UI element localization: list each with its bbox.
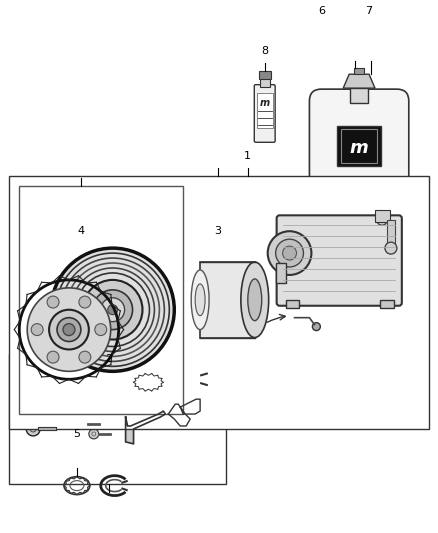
Circle shape [63,324,75,336]
Polygon shape [168,404,190,426]
Text: m: m [350,139,368,157]
Circle shape [89,429,99,439]
Polygon shape [180,399,200,414]
Circle shape [47,351,59,363]
Text: 8: 8 [261,46,268,56]
Circle shape [26,422,40,436]
Text: 3: 3 [215,226,222,236]
Text: 2: 2 [105,354,112,365]
Bar [260,78,270,87]
Bar [259,71,271,79]
Circle shape [312,322,320,330]
Ellipse shape [248,279,262,321]
Circle shape [276,239,304,267]
Bar [380,300,394,308]
Bar [337,126,381,166]
Bar [350,88,368,103]
Bar [257,93,273,128]
Bar [375,211,390,222]
Circle shape [79,351,91,363]
Bar [354,68,364,74]
Circle shape [93,290,133,329]
Polygon shape [126,411,165,444]
Polygon shape [343,74,375,88]
Text: 1: 1 [244,151,251,160]
Circle shape [47,296,59,308]
Ellipse shape [191,270,209,329]
Circle shape [49,310,89,350]
Text: m: m [260,98,270,108]
Circle shape [83,280,142,340]
Circle shape [385,242,397,254]
Circle shape [31,324,43,336]
Text: 5: 5 [74,429,81,439]
Text: 6: 6 [318,6,325,15]
Circle shape [79,296,91,308]
Circle shape [101,298,124,321]
Circle shape [95,324,107,336]
Ellipse shape [195,284,205,316]
Circle shape [283,246,297,260]
Bar [329,185,389,196]
Text: 4: 4 [78,226,85,236]
Bar [387,220,395,245]
Bar [276,263,286,283]
Circle shape [27,288,111,372]
Bar [9,175,429,429]
Circle shape [268,231,311,275]
Circle shape [51,248,174,372]
FancyBboxPatch shape [254,85,275,142]
Ellipse shape [241,262,268,337]
FancyBboxPatch shape [309,89,409,207]
Bar [9,354,226,483]
Text: 7: 7 [365,6,373,15]
Bar [341,129,377,163]
Bar [200,262,255,337]
Circle shape [57,318,81,342]
Circle shape [377,215,387,225]
Bar [286,300,300,308]
Bar [19,185,183,414]
Circle shape [108,305,118,314]
Circle shape [78,419,88,429]
FancyBboxPatch shape [277,215,402,306]
